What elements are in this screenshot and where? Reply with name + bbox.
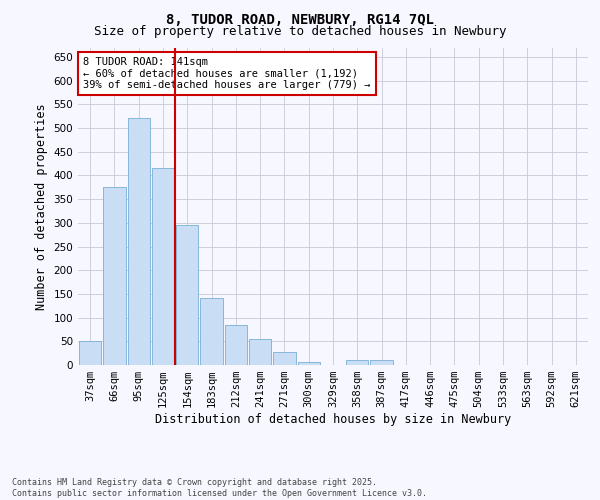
X-axis label: Distribution of detached houses by size in Newbury: Distribution of detached houses by size … bbox=[155, 413, 511, 426]
Bar bbox=[273, 352, 296, 365]
Bar bbox=[370, 360, 393, 365]
Bar bbox=[152, 168, 174, 365]
Bar bbox=[128, 118, 150, 365]
Text: 8, TUDOR ROAD, NEWBURY, RG14 7QL: 8, TUDOR ROAD, NEWBURY, RG14 7QL bbox=[166, 12, 434, 26]
Y-axis label: Number of detached properties: Number of detached properties bbox=[35, 103, 48, 310]
Bar bbox=[346, 360, 368, 365]
Text: Size of property relative to detached houses in Newbury: Size of property relative to detached ho… bbox=[94, 25, 506, 38]
Bar bbox=[249, 339, 271, 365]
Bar bbox=[200, 298, 223, 365]
Text: Contains HM Land Registry data © Crown copyright and database right 2025.
Contai: Contains HM Land Registry data © Crown c… bbox=[12, 478, 427, 498]
Text: 8 TUDOR ROAD: 141sqm
← 60% of detached houses are smaller (1,192)
39% of semi-de: 8 TUDOR ROAD: 141sqm ← 60% of detached h… bbox=[83, 57, 371, 90]
Bar bbox=[103, 188, 125, 365]
Bar bbox=[224, 324, 247, 365]
Bar bbox=[176, 225, 199, 365]
Bar bbox=[79, 342, 101, 365]
Bar bbox=[298, 362, 320, 365]
